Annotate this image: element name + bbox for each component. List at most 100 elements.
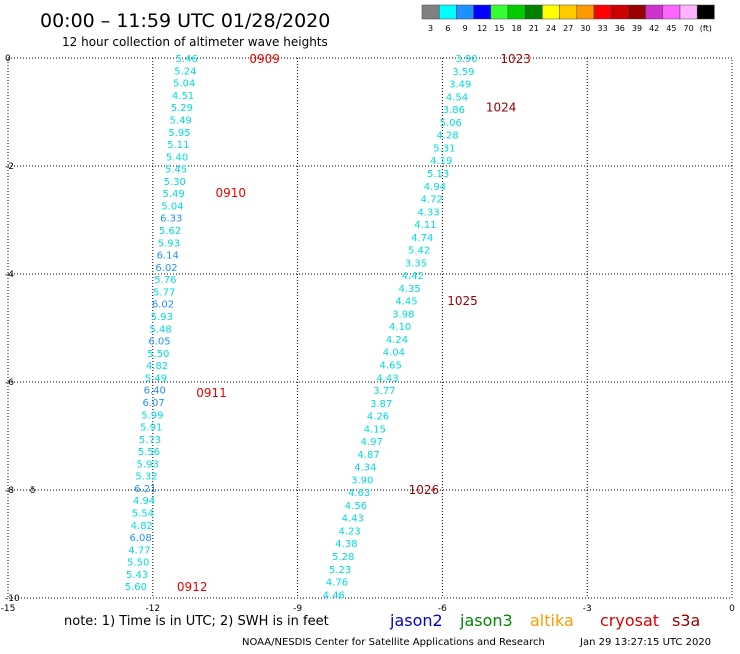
satellite-name: s3a [672, 611, 700, 630]
wave-height-label: 4.43 [376, 373, 398, 384]
footer-note: note: 1) Time is in UTC; 2) SWH is in fe… [64, 614, 329, 629]
legend-swatch [456, 4, 474, 20]
wave-height-label: 4.35 [399, 284, 421, 295]
legend-swatch [473, 4, 492, 20]
wave-height-label: 5.50 [127, 558, 149, 569]
wave-height-label: 5.23 [329, 565, 351, 576]
legend-label: 18 [512, 24, 522, 33]
wave-height-label: 4.45 [395, 297, 417, 308]
legend-swatch [490, 4, 509, 20]
plot-area: -15 -12 -9 -6 -3 00-2-4-6-8-105.465.245.044.5… [1, 52, 735, 614]
wave-height-label: 5.49 [145, 373, 167, 384]
wave-height-label: 5.04 [173, 79, 195, 90]
satellite-name: jason2 [389, 611, 443, 630]
legend-swatch [524, 4, 543, 20]
wave-height-label: 5.50 [147, 349, 169, 360]
wave-height-label: 5.54 [132, 509, 154, 520]
legend-label: 9 [462, 24, 467, 33]
wave-height-label: 5.93 [151, 312, 173, 323]
legend-label: (ft) [700, 24, 712, 33]
legend-label: 70 [684, 24, 694, 33]
wave-height-label: 4.82 [146, 361, 168, 372]
legend-label: 45 [666, 24, 676, 33]
wave-height-label: 3.77 [373, 386, 395, 397]
wave-height-label: 3.90 [351, 475, 373, 486]
wave-height-label: 3.59 [452, 67, 474, 78]
wave-height-label: 6.33 [160, 214, 182, 225]
legend-swatch [645, 4, 664, 20]
x-tick-label: -9 [293, 604, 302, 614]
wave-height-label: 4.87 [357, 450, 379, 461]
wave-height-label: 4.11 [414, 220, 436, 231]
wave-height-label: 5.49 [162, 189, 184, 200]
satellite-name: jason3 [459, 611, 513, 630]
legend-label: 27 [563, 24, 573, 33]
wave-height-label: 4.56 [345, 501, 367, 512]
legend-swatch [559, 4, 578, 20]
chart-title: 00:00 – 11:59 UTC 01/28/2020 [40, 10, 330, 32]
legend-swatch [438, 4, 457, 20]
wave-height-label: 5.24 [174, 66, 196, 77]
wave-height-label: 4.24 [386, 335, 408, 346]
time-marker: 1025 [447, 294, 478, 308]
wave-height-label: 5.46 [175, 54, 197, 65]
wave-height-label: 3.35 [405, 258, 427, 269]
wave-height-label: 4.38 [335, 539, 357, 550]
wave-height-label: 4.77 [128, 545, 150, 556]
wave-height-label: 4.33 [417, 207, 439, 218]
wave-height-label: 5.43 [126, 570, 148, 581]
legend-label: 12 [477, 24, 487, 33]
wave-height-label: 4.23 [338, 526, 360, 537]
wave-height-label: 4.10 [389, 322, 411, 333]
x-tick-label: 0 [729, 604, 735, 614]
legend-swatch [542, 4, 560, 20]
legend-swatch [507, 4, 526, 20]
legend-label: 39 [632, 24, 642, 33]
time-marker: 0909 [249, 52, 280, 66]
time-marker: 1026 [409, 483, 440, 497]
wave-height-label: 4.19 [430, 156, 452, 167]
legend-label: 24 [546, 24, 556, 33]
wave-height-label: 5.32 [135, 472, 157, 483]
legend-label: 33 [598, 24, 608, 33]
satellite-name: altika [530, 611, 574, 630]
legend-swatch [696, 4, 715, 20]
wave-height-label: 5.29 [171, 103, 193, 114]
wave-height-label: 4.54 [446, 92, 468, 103]
y-tick-label: -2 [5, 162, 14, 172]
legend-label: 21 [529, 24, 539, 33]
wave-height-label: 5.95 [168, 128, 190, 139]
wave-height-label: 5.60 [125, 582, 147, 593]
wave-height-label: 4.65 [380, 360, 402, 371]
legend-swatch [421, 4, 440, 20]
wave-height-label: 4.82 [131, 521, 153, 532]
wave-height-label: 4.34 [354, 463, 376, 474]
legend-label: 36 [615, 24, 625, 33]
legend-swatch [576, 4, 595, 20]
legend-swatch [662, 4, 681, 20]
wave-height-label: 4.76 [326, 578, 348, 589]
chart-subtitle: 12 hour collection of altimeter wave hei… [62, 35, 328, 49]
x-tick-label: -12 [145, 604, 160, 614]
y-tick-label: 0 [5, 54, 11, 64]
wave-height-label: 4.97 [361, 437, 383, 448]
wave-height-label: 3.49 [449, 80, 471, 91]
footer-timestamp: Jan 29 13:27:15 UTC 2020 [579, 637, 711, 648]
color-scale-legend: 3 6 9 12 15 18 21 24 27 30 33 36 39 42 45 70 (ft) [421, 4, 715, 33]
wave-height-label: 6.14 [157, 251, 179, 262]
wave-height-label: 5.06 [440, 118, 462, 129]
plot-frame [7, 57, 733, 599]
wave-height-label: 5.28 [332, 552, 354, 563]
wave-height-label: 4.74 [411, 233, 433, 244]
legend-swatch [593, 4, 612, 20]
wave-height-label: 3.90 [455, 54, 477, 65]
wave-height-label: 5.31 [433, 143, 455, 154]
time-marker: 0910 [216, 186, 247, 200]
time-marker: 0912 [177, 580, 208, 594]
legend-label: 42 [649, 24, 659, 33]
wave-height-label: 4.51 [172, 91, 194, 102]
legend-label: 6 [445, 24, 450, 33]
y-tick-label: -8 [5, 486, 14, 496]
wave-height-label: 5.76 [154, 275, 176, 286]
